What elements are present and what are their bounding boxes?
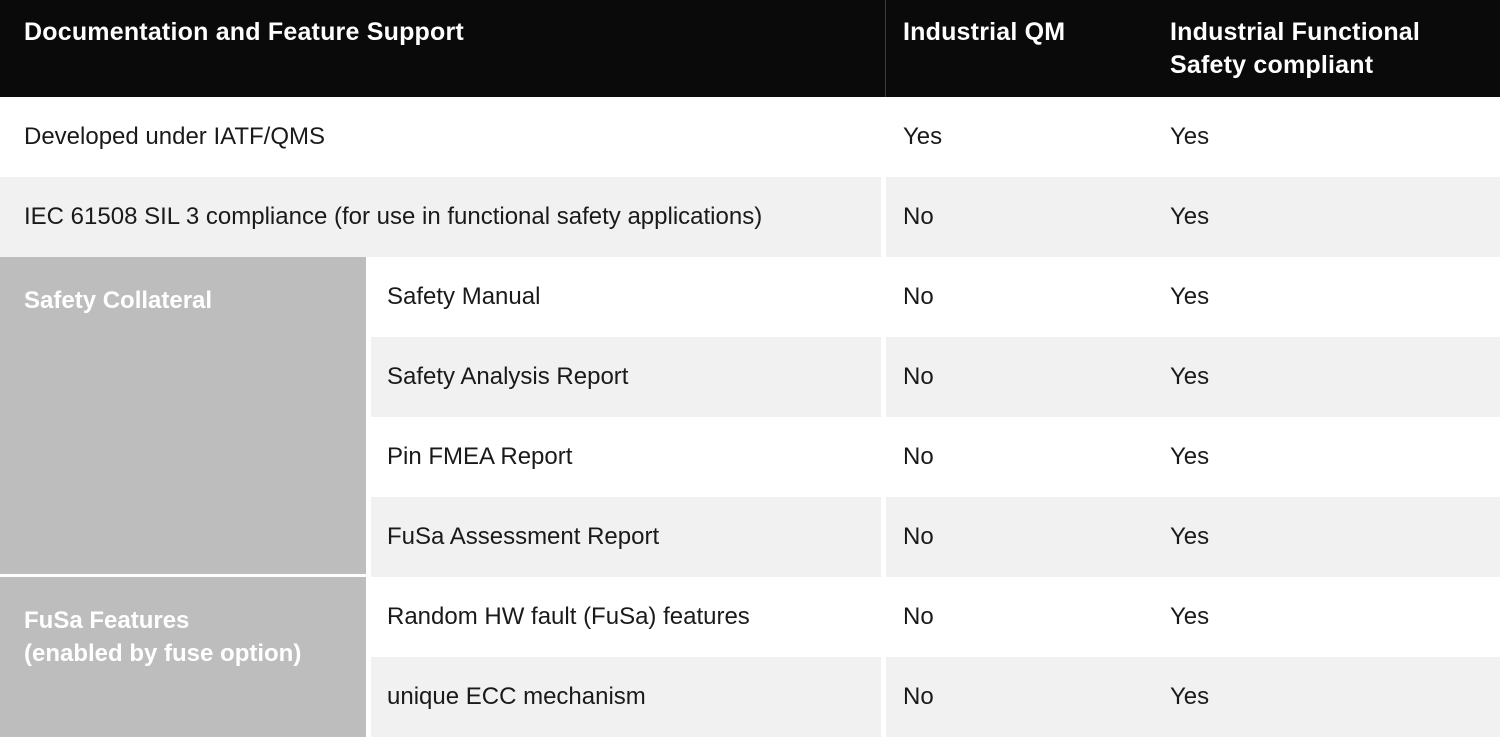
row-values: No Yes [886, 257, 1500, 337]
table-row: FuSa Assessment Report No Yes [0, 497, 1500, 577]
row-values: No Yes [886, 417, 1500, 497]
industrial-qm-value: No [903, 363, 934, 390]
table-row: Random HW fault (FuSa) features No Yes [0, 577, 1500, 657]
header-column-divider [885, 0, 886, 97]
group-label-line: Safety Collateral [24, 287, 213, 314]
industrial-fusa-value: Yes [1170, 523, 1210, 550]
industrial-fusa-value: Yes [1170, 363, 1210, 390]
group-label-line: (enabled by fuse option) [24, 640, 302, 667]
row-label: unique ECC mechanism [371, 657, 881, 737]
table-row: Safety Analysis Report No Yes [0, 337, 1500, 417]
industrial-fusa-value: Yes [1170, 283, 1210, 310]
industrial-qm-value: No [903, 443, 934, 470]
row-values: No Yes [886, 497, 1500, 577]
row-label: Pin FMEA Report [387, 443, 573, 470]
row-label: Safety Analysis Report [371, 337, 881, 417]
group-label: FuSa Features (enabled by fuse option) [24, 604, 354, 670]
group-cell-safety-collateral: Safety Collateral [0, 257, 366, 574]
table-row: IEC 61508 SIL 3 compliance (for use in f… [0, 177, 1500, 257]
row-values: No Yes [886, 577, 1500, 657]
industrial-qm-value: No [903, 523, 934, 550]
industrial-qm-value: No [903, 283, 934, 310]
industrial-fusa-value: Yes [1170, 683, 1210, 710]
header-feature-column: Documentation and Feature Support [24, 18, 464, 46]
header-industrial-qm-column: Industrial QM [903, 18, 1066, 46]
table-row: unique ECC mechanism No Yes [0, 657, 1500, 737]
row-values: No Yes [886, 337, 1500, 417]
industrial-fusa-value: Yes [1170, 203, 1210, 230]
industrial-qm-value: No [903, 683, 934, 710]
row-label: Random HW fault (FuSa) features [387, 603, 750, 630]
industrial-fusa-value: Yes [1170, 123, 1210, 150]
row-label: IEC 61508 SIL 3 compliance (for use in f… [0, 177, 881, 257]
row-label: FuSa Assessment Report [371, 497, 881, 577]
industrial-qm-value: No [903, 603, 934, 630]
industrial-fusa-value: Yes [1170, 443, 1210, 470]
header-industrial-fusa-column: Industrial Functional Safety compliant [1170, 18, 1421, 79]
group-label-line: FuSa Features [24, 607, 190, 634]
row-values: Yes Yes [886, 97, 1500, 177]
row-label: Developed under IATF/QMS [24, 123, 326, 150]
table-row: Safety Manual No Yes [0, 257, 1500, 337]
industrial-qm-value: No [903, 203, 934, 230]
industrial-fusa-value: Yes [1170, 603, 1210, 630]
industrial-qm-value: Yes [903, 123, 943, 150]
row-label: Safety Manual [387, 283, 541, 310]
table-header-row: Documentation and Feature Support Indust… [0, 0, 1500, 97]
table-row: Developed under IATF/QMS Yes Yes [0, 97, 1500, 177]
group-label: Safety Collateral [24, 284, 354, 317]
group-cell-fusa-features: FuSa Features (enabled by fuse option) [0, 577, 366, 737]
table-row: Pin FMEA Report No Yes [0, 417, 1500, 497]
row-values: No Yes [886, 657, 1500, 737]
row-values: No Yes [886, 177, 1500, 257]
